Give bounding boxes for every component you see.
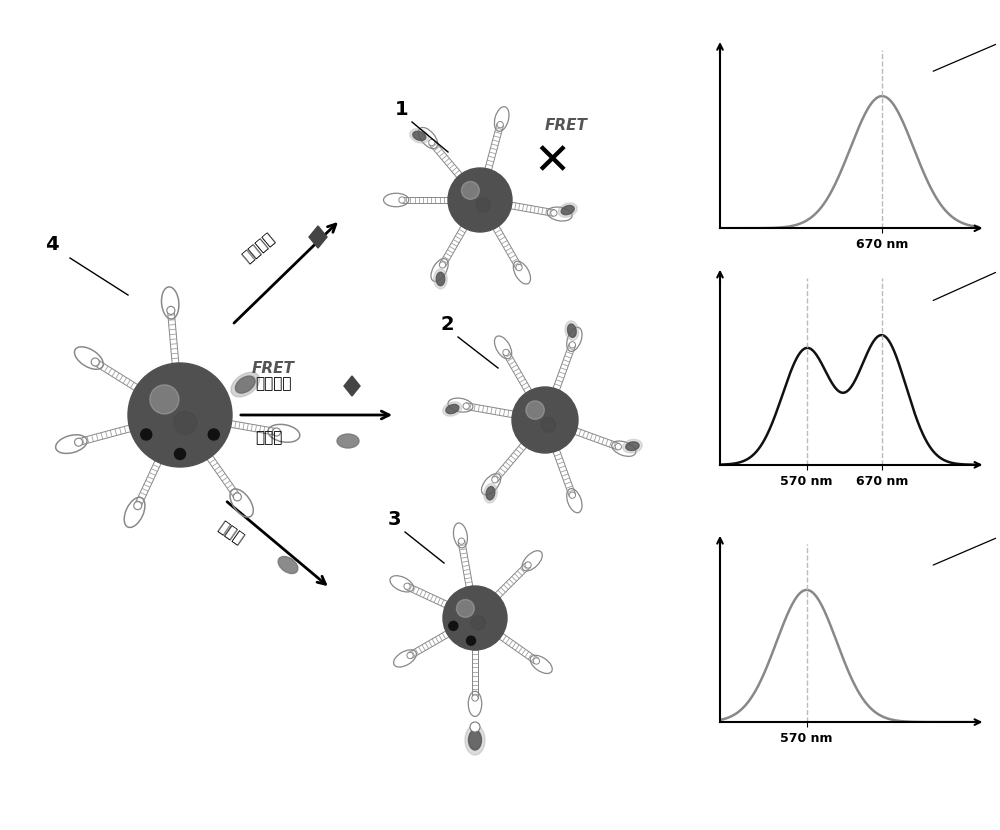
Ellipse shape xyxy=(565,321,579,340)
Ellipse shape xyxy=(484,483,497,503)
Circle shape xyxy=(503,349,509,355)
Text: FRET: FRET xyxy=(252,361,295,376)
Circle shape xyxy=(569,342,576,348)
Circle shape xyxy=(551,210,557,216)
Text: 氯霖素: 氯霖素 xyxy=(215,519,246,547)
Circle shape xyxy=(456,599,474,618)
Text: 氯霖素: 氯霖素 xyxy=(255,430,282,445)
Circle shape xyxy=(208,429,219,440)
Circle shape xyxy=(472,695,478,701)
Circle shape xyxy=(463,403,469,409)
Ellipse shape xyxy=(231,373,260,397)
Ellipse shape xyxy=(235,376,255,393)
Text: 1: 1 xyxy=(395,100,409,119)
Ellipse shape xyxy=(623,439,642,453)
Ellipse shape xyxy=(337,434,359,448)
Circle shape xyxy=(128,363,232,467)
Circle shape xyxy=(615,443,621,450)
Circle shape xyxy=(525,562,531,568)
Circle shape xyxy=(429,139,435,146)
Ellipse shape xyxy=(626,442,639,451)
Text: 2: 2 xyxy=(440,315,454,334)
Circle shape xyxy=(75,438,83,447)
Ellipse shape xyxy=(436,272,445,286)
Ellipse shape xyxy=(434,269,447,289)
Circle shape xyxy=(91,358,99,366)
Text: FRET: FRET xyxy=(545,118,588,133)
Ellipse shape xyxy=(443,402,462,416)
Text: 卡那霖素: 卡那霖素 xyxy=(240,230,278,265)
Circle shape xyxy=(439,261,446,268)
Ellipse shape xyxy=(278,556,298,574)
Circle shape xyxy=(512,387,578,453)
Ellipse shape xyxy=(561,206,574,215)
Circle shape xyxy=(150,385,179,414)
Circle shape xyxy=(272,428,281,436)
Circle shape xyxy=(233,493,241,501)
Circle shape xyxy=(449,622,458,630)
Circle shape xyxy=(407,652,413,659)
Circle shape xyxy=(134,501,142,510)
Circle shape xyxy=(526,401,544,419)
Circle shape xyxy=(458,538,465,544)
Circle shape xyxy=(466,636,475,645)
Circle shape xyxy=(471,616,485,630)
Text: ✕: ✕ xyxy=(533,140,571,183)
Ellipse shape xyxy=(446,404,459,413)
Circle shape xyxy=(516,265,522,271)
Circle shape xyxy=(492,476,498,483)
Circle shape xyxy=(569,492,576,498)
Text: 卡那霖素: 卡那霖素 xyxy=(255,376,292,391)
Text: 3: 3 xyxy=(388,510,402,529)
Polygon shape xyxy=(344,376,360,396)
Ellipse shape xyxy=(413,131,426,140)
Circle shape xyxy=(141,429,152,440)
Circle shape xyxy=(533,658,540,664)
Circle shape xyxy=(399,197,405,203)
Circle shape xyxy=(470,722,480,732)
Ellipse shape xyxy=(558,203,577,217)
Ellipse shape xyxy=(465,725,485,755)
Circle shape xyxy=(443,586,507,650)
Ellipse shape xyxy=(468,730,482,750)
Circle shape xyxy=(461,182,479,199)
Circle shape xyxy=(174,412,197,434)
Ellipse shape xyxy=(486,486,495,500)
Circle shape xyxy=(541,417,556,432)
Circle shape xyxy=(448,168,512,232)
Circle shape xyxy=(404,583,410,589)
Circle shape xyxy=(167,306,175,315)
Ellipse shape xyxy=(410,129,429,143)
Polygon shape xyxy=(309,226,327,248)
Text: 4: 4 xyxy=(45,235,59,254)
Circle shape xyxy=(476,198,490,212)
Circle shape xyxy=(497,121,503,128)
Circle shape xyxy=(175,448,186,460)
Ellipse shape xyxy=(568,324,576,337)
